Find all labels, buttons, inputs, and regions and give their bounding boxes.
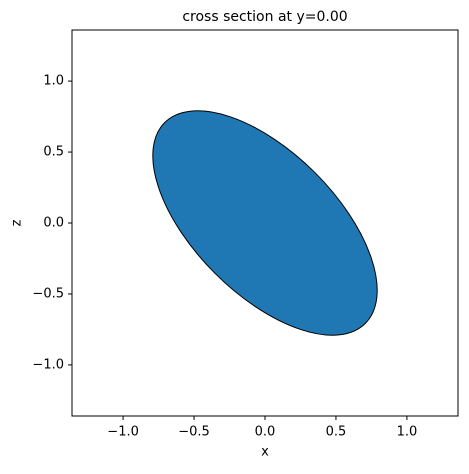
x-axis-label: x xyxy=(261,445,269,460)
ellipse xyxy=(152,110,378,336)
x-tick-label: 1.0 xyxy=(397,425,418,440)
y-tick-label: 0.0 xyxy=(43,216,64,231)
chart-title: cross section at y=0.00 xyxy=(182,9,347,25)
x-tick-label: 0.5 xyxy=(326,425,347,440)
y-tick-label: −0.5 xyxy=(32,286,64,301)
x-tick-label: −0.5 xyxy=(178,425,210,440)
y-tick-label: 0.5 xyxy=(43,145,64,160)
y-tick-label: −1.0 xyxy=(32,357,64,372)
y-axis-label: z xyxy=(10,219,25,226)
x-tick-label: 0.0 xyxy=(255,425,276,440)
y-tick-label: 1.0 xyxy=(43,74,64,89)
x-tick-label: −1.0 xyxy=(107,425,139,440)
